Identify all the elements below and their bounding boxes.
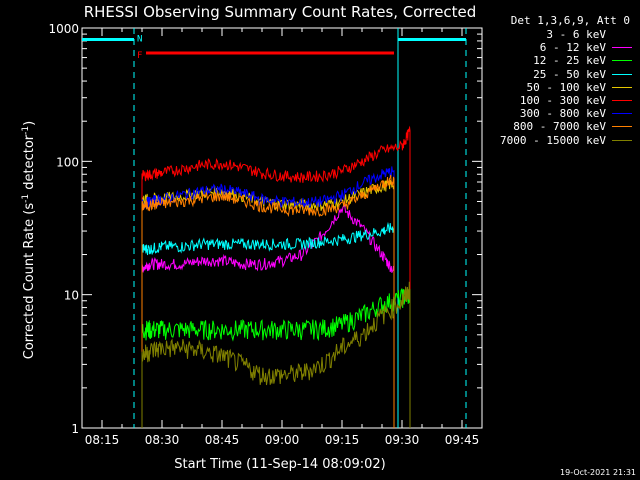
overlays: NF [82, 28, 467, 428]
y-tick-label: 10 [64, 289, 79, 303]
legend-swatch [612, 73, 632, 75]
y-axis-label: Corrected Count Rate (s-1 detector-1) [21, 121, 37, 359]
legend-entry: 100 - 300 keV [520, 94, 632, 107]
series-line [141, 205, 395, 428]
x-tick-label: 09:45 [445, 433, 480, 447]
legend-label: 6 - 12 keV [539, 41, 606, 55]
x-tick-label: 08:30 [145, 433, 180, 447]
legend-entry: 25 - 50 keV [533, 68, 632, 81]
legend-swatch [612, 113, 632, 115]
legend-swatch [612, 47, 632, 49]
x-tick-label: 09:15 [325, 433, 360, 447]
legend-swatch [612, 60, 632, 62]
chart-title: RHESSI Observing Summary Count Rates, Co… [84, 3, 477, 21]
legend-swatch [612, 86, 632, 88]
legend-swatch [612, 100, 632, 101]
legend-label: 25 - 50 keV [533, 67, 606, 81]
series-group [141, 125, 411, 428]
series-line [141, 288, 411, 428]
x-tick-label: 09:00 [265, 433, 300, 447]
series-line [141, 174, 395, 428]
series-line [141, 179, 395, 428]
legend-entry: 3 - 6 keV [546, 28, 632, 41]
attenuator-label: F [137, 51, 142, 61]
x-tick-label: 08:45 [205, 433, 240, 447]
series-line [141, 204, 395, 428]
y-tick-label: 1 [71, 422, 79, 436]
legend-label: 7000 - 15000 keV [500, 133, 606, 147]
y-tick-label: 100 [56, 155, 79, 169]
legend-swatch [612, 126, 632, 128]
legend-label: 12 - 25 keV [533, 54, 606, 68]
legend-label: 50 - 100 keV [526, 80, 606, 94]
series-line [141, 166, 395, 428]
x-axis-label: Start Time (11-Sep-14 08:09:02) [174, 457, 385, 472]
legend-label: 3 - 6 keV [546, 28, 606, 41]
legend-entry: 12 - 25 keV [533, 54, 632, 67]
x-tick-label: 08:15 [85, 433, 120, 447]
legend-entry: 7000 - 15000 keV [500, 134, 632, 147]
series-line [141, 221, 395, 428]
legend-label: 300 - 800 keV [519, 107, 606, 121]
ticks: 08:15 08:30 08:45 09:00 09:15 09:30 09:45 1 10 10… [48, 22, 483, 447]
y-tick-label: 1000 [48, 22, 79, 36]
legend-entry: 50 - 100 keV [527, 81, 632, 94]
x-tick-label: 09:30 [385, 433, 420, 447]
timestamp: 19-Oct-2021 21:31 [560, 468, 636, 477]
legend-swatch [612, 139, 632, 141]
legend-label: 800 - 7000 keV [513, 120, 606, 134]
series-line [141, 281, 411, 428]
legend-label: 100 - 300 keV [519, 94, 606, 107]
legend-header: Det 1,3,6,9, Att 0 [510, 14, 630, 27]
legend-entry: 300 - 800 keV [520, 107, 632, 120]
legend-swatch [612, 34, 632, 35]
legend-entry: 6 - 12 keV [540, 41, 632, 54]
legend-entry: 800 - 7000 keV [513, 120, 632, 133]
series-line [141, 125, 411, 428]
night-label: N [137, 34, 142, 44]
